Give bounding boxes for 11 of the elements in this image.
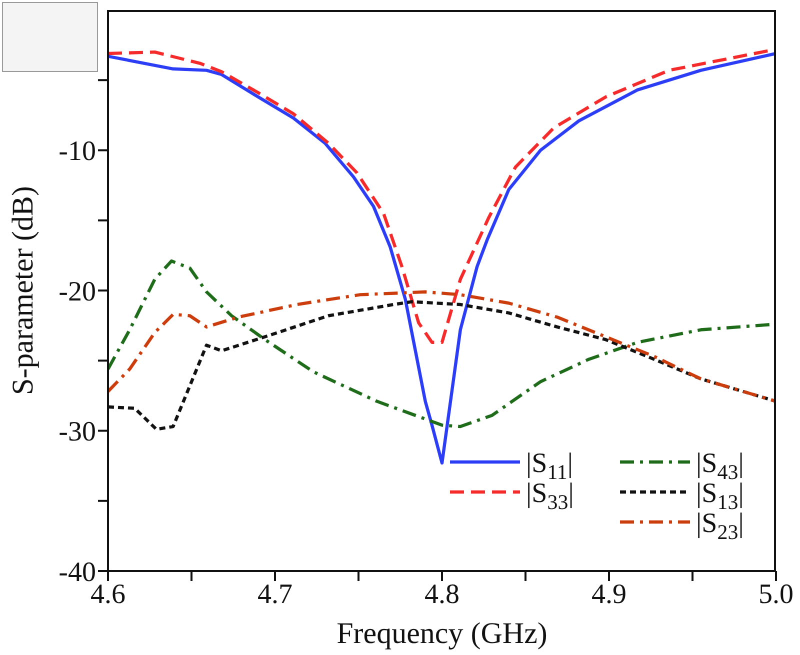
x-axis-title: Frequency (GHz) [336,617,548,650]
y-axis-title: S-parameter (dB) [6,186,40,396]
line-series [108,290,776,403]
y-tick-label: -30 [58,416,96,448]
x-tick-label: 4.7 [258,578,292,610]
y-tick-label: -20 [58,276,96,308]
y-tick-label: -40 [58,556,96,588]
y-tick-label: -10 [58,136,96,168]
x-tick-label: 4.9 [592,578,626,610]
x-tick-label: 5.0 [758,578,794,610]
x-tick-label: 4.8 [424,578,460,610]
